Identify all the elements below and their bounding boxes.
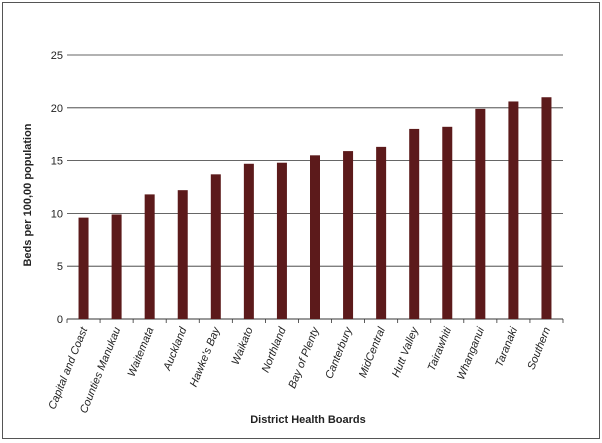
bar: [177, 190, 188, 319]
bar: [144, 194, 155, 319]
bar: [111, 214, 122, 319]
x-category-label: Auckland: [161, 325, 190, 373]
y-tick-label: 5: [57, 261, 63, 273]
y-axis-title: Beds per 100,00 population: [22, 123, 34, 266]
bar: [343, 151, 354, 319]
bar: [475, 108, 486, 319]
chart-frame: [2, 2, 600, 439]
x-category-label: MidCentral: [357, 325, 388, 379]
bar: [376, 146, 387, 319]
x-category-label: Hutt Valley: [390, 324, 421, 379]
bar: [276, 162, 287, 319]
y-tick-label: 0: [57, 314, 63, 326]
bar: [310, 155, 320, 319]
y-tick-label: 15: [51, 156, 63, 168]
x-category-label: Waitemata: [126, 326, 157, 379]
x-category-label: Hawke's Bay: [188, 324, 223, 389]
x-category-label: Bay of Plenty: [286, 324, 322, 390]
x-category-label: Whanganui: [455, 325, 487, 382]
bars: [78, 97, 552, 320]
x-category-label: Canterbury: [323, 324, 355, 380]
x-axis-title: District Health Boards: [250, 414, 366, 426]
bar: [243, 163, 254, 319]
x-category-label: Tairawhiti: [426, 325, 455, 373]
bar: [442, 126, 453, 319]
y-tick-labels: 0 5 10 15 20 25: [51, 50, 63, 326]
x-category-label: Taranaki: [493, 325, 520, 369]
x-category-label: Southern: [525, 326, 553, 372]
x-category-label: Northland: [260, 325, 289, 375]
y-tick-label: 20: [51, 103, 63, 115]
bar: [210, 174, 221, 319]
y-tick-label: 10: [51, 208, 63, 220]
bar: [78, 217, 89, 319]
y-tick-label: 25: [51, 50, 63, 62]
bar: [541, 97, 552, 320]
x-category-label: Waikato: [230, 326, 256, 367]
bar: [409, 128, 420, 319]
bar: [508, 101, 519, 320]
